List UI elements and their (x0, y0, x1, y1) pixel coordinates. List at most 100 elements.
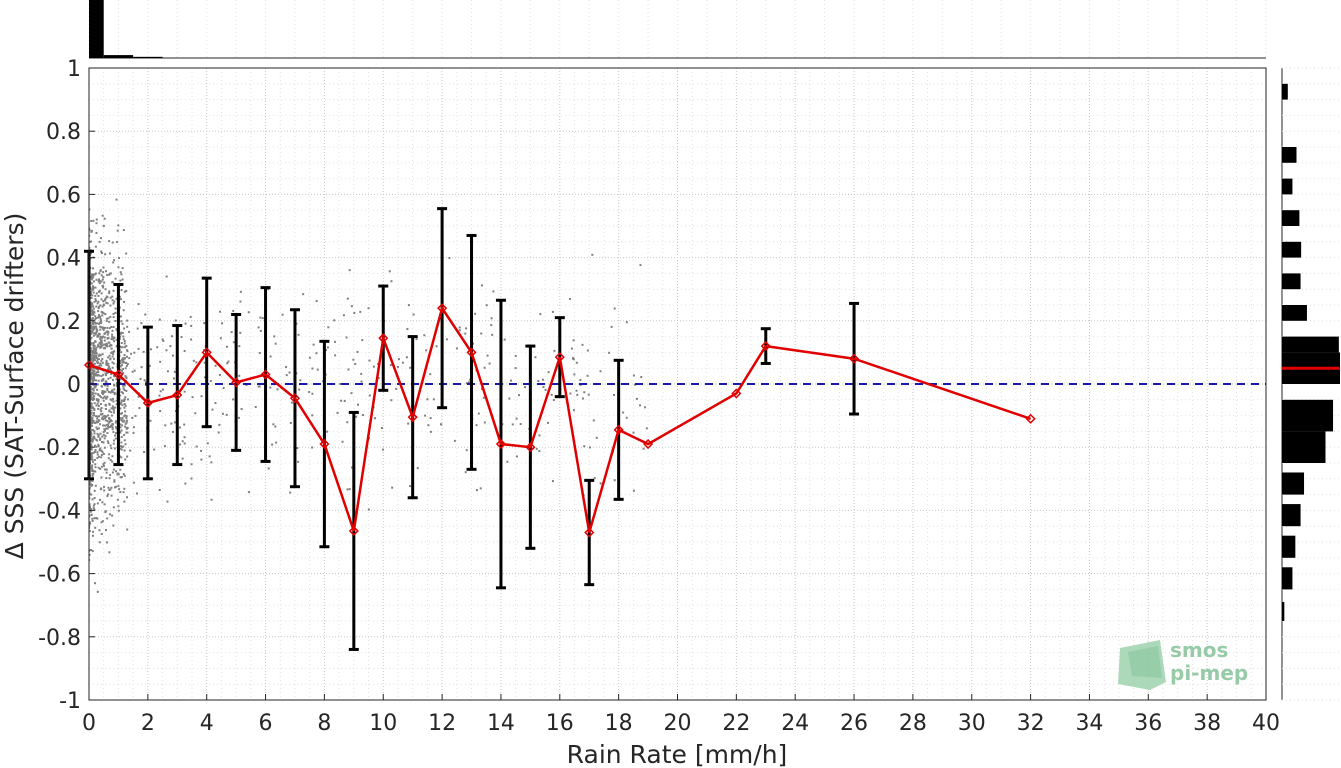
scatter-point (475, 424, 478, 427)
scatter-point (95, 222, 98, 225)
scatter-point (139, 378, 142, 381)
scatter-point (119, 368, 122, 371)
scatter-point (103, 503, 106, 506)
scatter-point (221, 412, 224, 415)
scatter-point (95, 317, 98, 320)
scatter-point (92, 321, 95, 324)
scatter-point (100, 298, 103, 301)
scatter-point (104, 313, 107, 316)
scatter-point (538, 434, 541, 437)
scatter-point (103, 299, 106, 302)
scatter-point (111, 329, 114, 332)
scatter-point (102, 463, 105, 466)
scatter-point (211, 408, 214, 411)
scatter-point (91, 460, 94, 463)
scatter-point (89, 208, 91, 211)
scatter-point (110, 399, 113, 402)
scatter-point (120, 419, 123, 422)
logo-mark-shade (1128, 646, 1162, 678)
mean-marker (348, 525, 359, 537)
scatter-point (190, 477, 193, 480)
scatter-point (308, 391, 311, 394)
scatter-point (109, 473, 112, 476)
scatter-point (96, 316, 99, 319)
scatter-point (340, 399, 343, 402)
scatter-point (97, 322, 100, 325)
scatter-point (315, 299, 318, 302)
scatter-point (110, 419, 113, 422)
scatter-point (96, 456, 99, 459)
scatter-point (334, 354, 337, 357)
scatter-point (342, 314, 345, 317)
mean-marker (466, 347, 477, 358)
scatter-point (538, 450, 541, 453)
scatter-point (102, 276, 105, 279)
scatter-point (156, 346, 159, 349)
y-tick-labels: -1 -0.8 -0.6 -0.4 -0.2 0 0.2 0.4 0.6 0.8 1 (38, 57, 95, 714)
scatter-point (102, 424, 105, 427)
scatter-point (100, 454, 103, 457)
scatter-point (102, 326, 105, 329)
scatter-point (125, 416, 128, 419)
scatter-point (514, 354, 517, 357)
mean-marker (319, 438, 330, 450)
scatter-point (95, 426, 98, 429)
scatter-point (91, 287, 94, 290)
scatter-point (345, 336, 348, 339)
scatter-point (158, 394, 161, 397)
scatter-point (100, 326, 103, 329)
scatter-point (90, 372, 93, 375)
scatter-point (108, 292, 111, 295)
scatter-point (90, 229, 93, 232)
scatter-point (96, 451, 99, 454)
x-tick-label: 6 (259, 711, 273, 736)
scatter-point (360, 380, 363, 383)
scatter-point (91, 417, 94, 420)
scatter-point (108, 402, 111, 405)
scatter-point (181, 457, 184, 460)
scatter-point (123, 415, 126, 418)
scatter-point (346, 297, 349, 300)
scatter-point (101, 311, 104, 314)
scatter-point (115, 384, 118, 387)
smos-pi-mep-logo: smos pi-mep (1118, 638, 1248, 690)
mean-markers (83, 303, 1036, 538)
scatter-point (483, 421, 486, 424)
scatter-point (110, 494, 113, 497)
mean-marker (113, 369, 124, 380)
scatter-point (486, 354, 489, 357)
scatter-point (91, 276, 94, 279)
scatter-point (114, 277, 117, 280)
scatter-point (348, 488, 351, 491)
scatter-point (102, 397, 105, 400)
scatter-point (102, 266, 105, 269)
scatter-point (92, 310, 95, 313)
scatter-point (103, 281, 106, 284)
scatter-point (120, 401, 123, 404)
scatter-point (104, 427, 107, 430)
scatter-point (101, 286, 104, 289)
scatter-point (348, 269, 351, 272)
scatter-point (91, 303, 94, 306)
scatter-point (119, 365, 122, 368)
scatter-point (90, 405, 93, 408)
scatter-point (238, 374, 241, 377)
scatter-point (613, 479, 616, 482)
scatter-point (113, 383, 116, 386)
scatter-point (120, 320, 123, 323)
scatter-point (106, 326, 109, 329)
scatter-point (97, 290, 100, 293)
scatter-point (122, 387, 125, 390)
scatter-point (112, 439, 115, 442)
scatter-point (93, 325, 96, 328)
scatter-point (92, 451, 95, 454)
scatter-point (547, 371, 550, 374)
scatter-point (575, 389, 578, 392)
scatter-point (100, 375, 103, 378)
scatter-point (432, 398, 435, 401)
scatter-point (103, 461, 106, 464)
scatter-point (111, 397, 114, 400)
scatter-point (123, 425, 126, 428)
scatter-point (214, 402, 217, 405)
scatter-point (190, 463, 193, 466)
